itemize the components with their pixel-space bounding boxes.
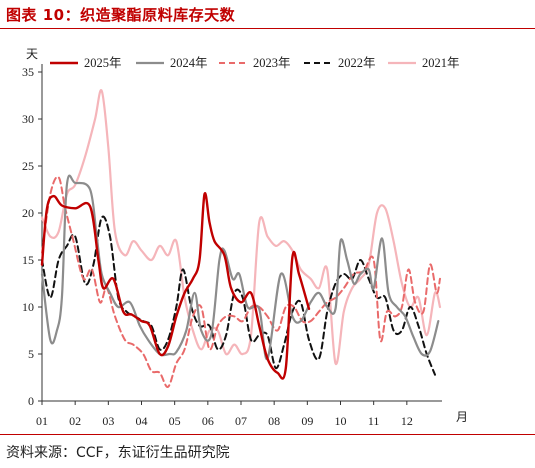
- x-tick-label: 03: [102, 414, 114, 428]
- x-tick-label: 11: [368, 414, 380, 428]
- x-tick-label: 01: [36, 414, 48, 428]
- chart-title: 图表 10：织造聚酯原料库存天数: [6, 6, 236, 24]
- x-tick-label: 09: [301, 414, 313, 428]
- series-line-2024: [40, 174, 440, 360]
- x-tick-label: 08: [268, 414, 280, 428]
- chart-series: [40, 89, 442, 388]
- y-tick-label: 20: [22, 206, 34, 220]
- y-tick-label: 25: [22, 159, 34, 173]
- y-axis-unit-label: 天: [26, 47, 38, 61]
- series-line-2021: [40, 89, 442, 365]
- series-line-2022: [41, 215, 436, 376]
- series-line-2025: [40, 192, 311, 380]
- y-tick-label: 35: [22, 65, 34, 79]
- y-tick-label: 30: [22, 112, 34, 126]
- source-rule: [0, 434, 535, 435]
- x-tick-label: 04: [136, 414, 148, 428]
- legend-label-2025: 2025年: [84, 56, 122, 70]
- x-tick-label: 02: [69, 414, 81, 428]
- x-tick-label: 05: [169, 414, 181, 428]
- y-tick-label: 0: [28, 394, 34, 408]
- legend-label-2024: 2024年: [170, 56, 208, 70]
- y-tick-label: 15: [22, 253, 34, 267]
- x-axis-unit-label: 月: [456, 410, 468, 424]
- y-tick-label: 5: [28, 347, 34, 361]
- x-tick-label: 06: [202, 414, 214, 428]
- x-tick-label: 12: [401, 414, 413, 428]
- legend-label-2021: 2021年: [422, 56, 460, 70]
- title-rule: [0, 28, 535, 29]
- x-tick-label: 07: [235, 414, 247, 428]
- x-tick-label: 10: [335, 414, 347, 428]
- chart-legend: 2025年 2024年 2023年 2022年 2021年: [50, 56, 460, 70]
- legend-label-2022: 2022年: [338, 56, 376, 70]
- y-tick-label: 10: [22, 300, 34, 314]
- source-note: 资料来源：CCF，东证衍生品研究院: [6, 445, 230, 461]
- legend-label-2023: 2023年: [253, 56, 291, 70]
